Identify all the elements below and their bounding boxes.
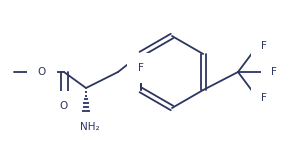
Text: F: F [271, 67, 277, 77]
Text: O: O [60, 101, 68, 111]
Text: F: F [261, 41, 267, 51]
Text: NH₂: NH₂ [80, 122, 100, 132]
Text: F: F [261, 93, 267, 103]
Text: F: F [138, 63, 144, 73]
Text: O: O [38, 67, 46, 77]
